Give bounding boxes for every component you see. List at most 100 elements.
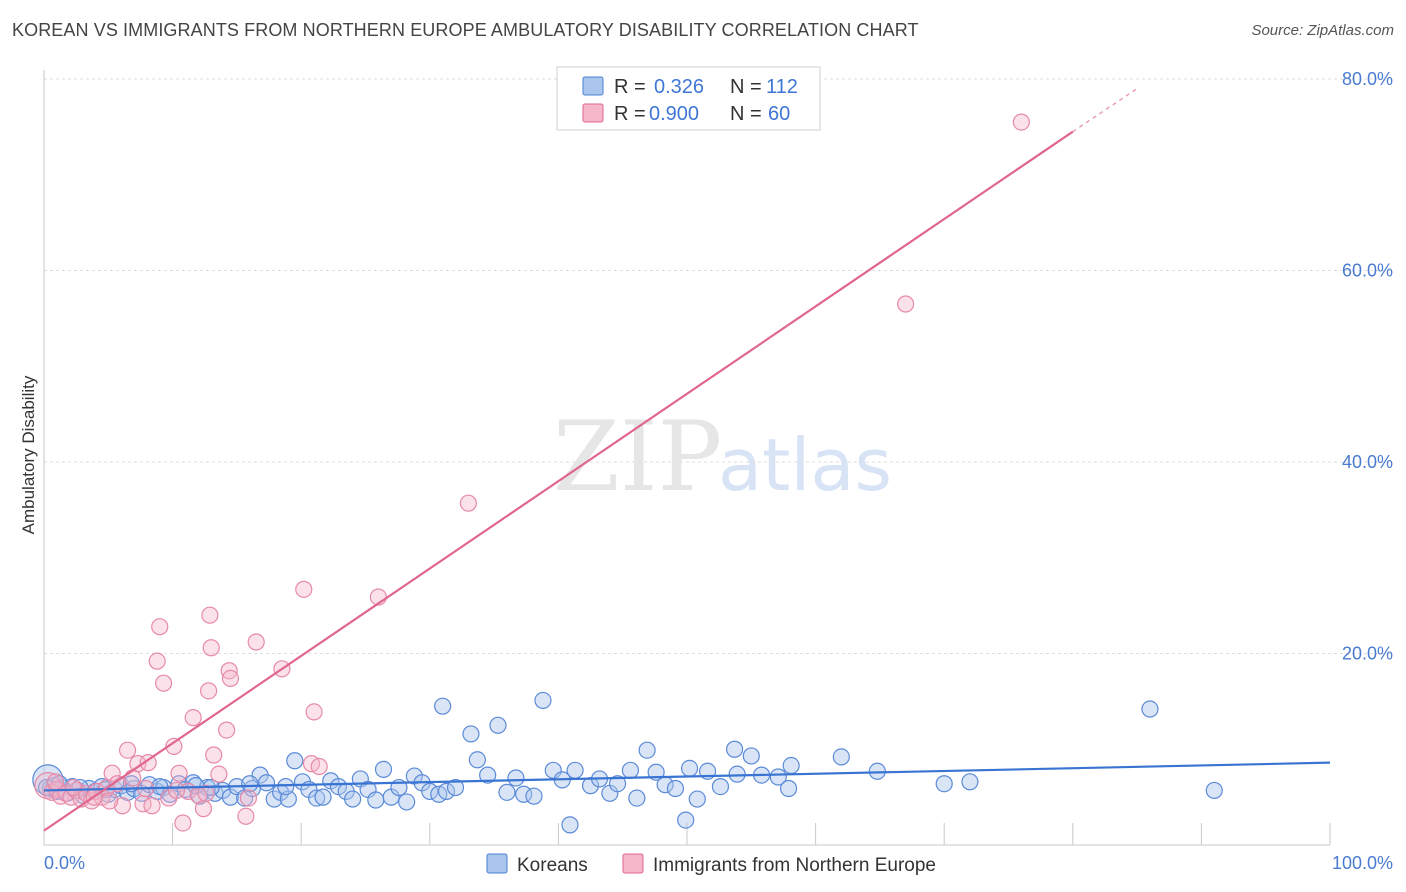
point-koreans (468, 751, 486, 769)
point-immigrants (184, 709, 202, 727)
trend-lines (43, 87, 1331, 832)
bottom-legend-label-koreans: Koreans (517, 855, 588, 876)
point-immigrants (459, 494, 477, 512)
y-tick-label: 60.0% (1342, 261, 1393, 281)
point-koreans (832, 748, 850, 766)
point-koreans (479, 766, 497, 784)
point-immigrants (174, 814, 192, 832)
legend-r-value-koreans: 0.326 (654, 76, 704, 98)
point-immigrants (202, 639, 220, 657)
point-immigrants (295, 580, 313, 598)
legend-n-label-koreans: N = (730, 76, 762, 98)
point-immigrants (237, 807, 255, 825)
point-immigrants (305, 703, 323, 721)
point-koreans (446, 778, 465, 797)
point-immigrants (310, 757, 328, 776)
point-immigrants (43, 783, 61, 801)
legend-r-value-immigrants: 0.900 (649, 103, 699, 125)
point-immigrants (103, 764, 121, 782)
chart-title: KOREAN VS IMMIGRANTS FROM NORTHERN EUROP… (12, 20, 919, 40)
watermark-atlas: atlas (718, 423, 892, 507)
point-koreans (525, 787, 543, 805)
point-koreans (241, 775, 259, 793)
point-koreans (434, 697, 452, 715)
point-koreans (534, 691, 552, 710)
y-axis-title: Ambulatory Disability (19, 375, 38, 534)
point-koreans (688, 790, 706, 808)
point-koreans (1141, 700, 1159, 718)
x-ticks (172, 823, 1331, 845)
trend-line-immigrants (43, 130, 1074, 832)
series-immigrants-points (34, 113, 1030, 832)
series-legend: Koreans Immigrants from Northern Europe (486, 853, 936, 876)
point-immigrants (100, 792, 119, 810)
legend-r-label-koreans: R = (614, 76, 646, 98)
point-koreans (666, 779, 685, 798)
y-tick-labels: 20.0% 40.0% 60.0% 80.0% (1342, 69, 1393, 664)
legend-n-label-immigrants: N = (730, 103, 762, 125)
point-immigrants (205, 746, 223, 764)
legend-swatch-immigrants (582, 103, 604, 123)
bottom-legend-label-immigrants: Immigrants from Northern Europe (653, 855, 936, 876)
point-koreans (498, 783, 516, 801)
point-koreans (782, 756, 800, 775)
point-koreans (314, 788, 332, 806)
point-koreans (608, 775, 627, 793)
trend-line-koreans (43, 761, 1331, 792)
legend-n-value-koreans: 112 (766, 76, 798, 98)
point-immigrants (139, 754, 157, 772)
legend-swatch-koreans (582, 76, 604, 96)
point-immigrants (1012, 113, 1030, 131)
point-koreans (221, 788, 240, 806)
point-koreans (437, 782, 456, 800)
point-koreans (725, 740, 744, 758)
point-koreans (728, 765, 746, 783)
point-immigrants (210, 765, 228, 783)
watermark-zip: ZIP (553, 401, 722, 513)
bottom-legend-swatch-immigrants (622, 853, 644, 874)
point-immigrants (46, 773, 65, 791)
point-immigrants (897, 295, 915, 313)
point-koreans (1205, 781, 1223, 800)
point-koreans (151, 777, 169, 796)
trend-line-immigrants-extension (1072, 87, 1138, 133)
point-koreans (398, 793, 416, 811)
point-immigrants (247, 633, 265, 651)
watermark: ZIP atlas (553, 401, 892, 513)
bottom-legend-swatch-koreans (486, 853, 508, 874)
point-immigrants (200, 682, 218, 700)
point-koreans (628, 789, 646, 807)
point-immigrants (218, 721, 236, 739)
point-immigrants (239, 789, 258, 807)
point-koreans (638, 741, 656, 759)
point-immigrants (201, 606, 219, 624)
legend-r-label-immigrants: R = (614, 103, 646, 125)
point-koreans (489, 716, 507, 734)
point-immigrants (197, 784, 215, 802)
point-immigrants (165, 737, 183, 755)
point-koreans (561, 816, 579, 834)
x-tick-label-max: 100.0% (1332, 853, 1393, 873)
point-koreans (621, 761, 640, 779)
point-koreans (677, 811, 695, 829)
point-koreans (308, 789, 326, 807)
point-immigrants (113, 797, 132, 815)
point-koreans (344, 790, 362, 808)
y-tick-label: 40.0% (1342, 452, 1393, 472)
point-koreans (257, 774, 276, 792)
x-tick-label-min: 0.0% (44, 853, 85, 873)
point-immigrants (154, 674, 173, 692)
point-koreans (367, 791, 385, 809)
point-immigrants (124, 769, 142, 787)
point-immigrants (221, 669, 240, 687)
point-immigrants (148, 652, 166, 670)
point-koreans (515, 785, 533, 803)
point-koreans (779, 779, 798, 798)
point-koreans (935, 775, 953, 793)
point-koreans (277, 777, 295, 796)
point-immigrants (170, 764, 188, 782)
point-koreans (769, 768, 787, 786)
source-label: Source: ZipAtlas.com (1251, 22, 1394, 39)
point-immigrants (118, 741, 137, 759)
point-koreans (507, 769, 525, 787)
